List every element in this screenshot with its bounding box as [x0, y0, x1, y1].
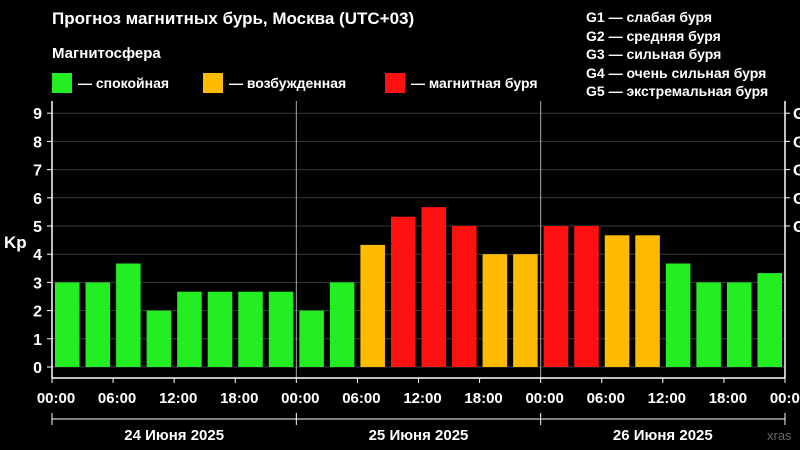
x-tick-label: 00:00 [281, 390, 319, 407]
storm-level-g2: G2 — средняя буря [586, 27, 721, 44]
g-level-label: G1 [793, 219, 800, 236]
kp-bar-active [604, 235, 630, 367]
legend-swatch-active [203, 73, 223, 93]
x-tick-label: 06:00 [98, 390, 136, 407]
legend-swatch-quiet [52, 73, 72, 93]
x-tick-label: 00:00 [770, 390, 800, 407]
legend-label-storm: — магнитная буря [411, 75, 538, 91]
kp-bar-active [635, 235, 660, 367]
g-level-label: G2 [793, 191, 800, 208]
x-tick-label: 00:00 [37, 390, 75, 407]
kp-bar-quiet [146, 310, 172, 367]
kp-bar-active [482, 254, 508, 367]
legend-label-active: — возбужденная [229, 75, 347, 91]
storm-level-g1: G1 — слабая буря [586, 9, 713, 25]
g-level-label: G4 [793, 134, 800, 151]
y-tick-label: 9 [33, 106, 42, 123]
kp-bar-storm [452, 226, 477, 367]
kp-bar-quiet [268, 291, 294, 367]
kp-bar-quiet [757, 273, 782, 367]
kp-bar-quiet [55, 282, 80, 367]
kp-bar-quiet [299, 310, 324, 367]
y-tick-label: 4 [33, 247, 42, 264]
storm-level-g3: G3 — сильная буря [586, 46, 722, 62]
x-tick-label: 06:00 [342, 390, 380, 407]
x-tick-label: 18:00 [220, 390, 258, 407]
kp-bar-storm [543, 226, 569, 367]
kp-bar-quiet [177, 291, 202, 367]
x-tick-label: 06:00 [587, 390, 625, 407]
kp-bar-quiet [207, 291, 233, 367]
y-tick-label: 2 [33, 304, 42, 321]
y-tick-label: 7 [33, 163, 42, 180]
watermark: xras [767, 428, 792, 443]
legend-item-storm: — магнитная буря [385, 73, 538, 93]
y-tick-label: 5 [33, 219, 42, 236]
kp-bar-quiet [696, 282, 721, 367]
y-tick-label: 0 [33, 360, 42, 377]
kp-bar-quiet [726, 282, 752, 367]
legend-item-quiet: — спокойная [52, 73, 169, 93]
kp-bar-active [513, 254, 538, 367]
day-label: 26 Июня 2025 [613, 427, 713, 444]
legend-label-quiet: — спокойная [78, 75, 170, 91]
kp-bar-storm [574, 226, 599, 367]
storm-levels-legend: G1 — слабая буря G2 — средняя буря G3 — … [586, 8, 768, 101]
g-level-label: G5 [793, 106, 800, 123]
y-tick-label: 1 [33, 332, 42, 349]
day-label: 25 Июня 2025 [369, 427, 469, 444]
x-tick-label: 00:00 [525, 390, 563, 407]
legend-item-active: — возбужденная [203, 73, 346, 93]
chart-title: Прогноз магнитных бурь, Москва (UTC+03) [52, 9, 415, 28]
kp-bar-storm [390, 216, 416, 367]
x-tick-label: 18:00 [709, 390, 747, 407]
kp-bar-quiet [238, 291, 263, 367]
kp-bar-quiet [85, 282, 111, 367]
storm-level-g5: G5 — экстремальная буря [586, 83, 769, 99]
g-level-label: G3 [793, 163, 800, 180]
legend-swatch-storm [385, 73, 405, 93]
kp-bar-storm [421, 207, 447, 367]
kp-bar-quiet [665, 263, 691, 367]
x-tick-label: 12:00 [159, 390, 197, 407]
magnetosphere-label: Магнитосфера [52, 45, 161, 62]
y-tick-label: 8 [33, 134, 42, 151]
y-tick-label: 6 [33, 191, 42, 208]
x-tick-label: 18:00 [464, 390, 502, 407]
day-label: 24 Июня 2025 [124, 427, 224, 444]
y-axis-title: Kp [4, 233, 27, 252]
kp-bar-active [360, 244, 385, 367]
x-tick-label: 12:00 [403, 390, 441, 407]
x-tick-label: 12:00 [648, 390, 686, 407]
y-tick-label: 3 [33, 275, 42, 292]
storm-level-g4: G4 — очень сильная буря [586, 64, 767, 81]
kp-bar-quiet [116, 263, 141, 367]
kp-bar-quiet [329, 282, 355, 367]
